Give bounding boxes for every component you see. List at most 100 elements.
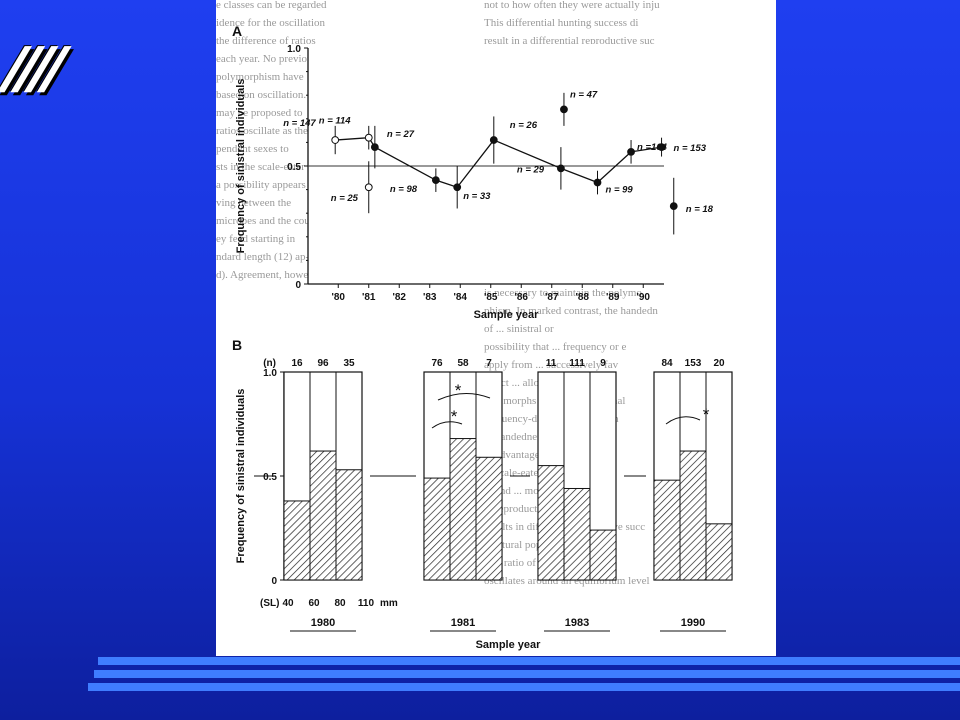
panel-a-point-n-label: n = 27	[387, 129, 415, 140]
panel-a-x-tick-label: '82	[392, 292, 406, 303]
figure-svg: e classes can be regarded idence for the …	[216, 0, 733, 651]
panel-a-y-axis-title: Frequency of sinistral individuals	[235, 79, 247, 254]
panel-a-extra-point-n-label: n = 18	[686, 204, 714, 215]
background-text-left: d). Agreement, however,	[216, 269, 325, 281]
panel-b-n-label: 84	[661, 358, 673, 369]
panel-b-bar	[589, 529, 617, 581]
panel-b-n-label: 7	[486, 358, 492, 369]
panel-b-year-label: 1983	[565, 617, 589, 629]
panel-a-point-n-label: n = 29	[517, 164, 545, 175]
panel-b-n-label: 35	[343, 358, 355, 369]
panel-a-extra-point-n-label: n = 25	[331, 193, 359, 204]
panel-b-n-label: 9	[600, 358, 606, 369]
background-text-right: is necessary to maintain the polymo	[484, 287, 642, 299]
background-text-right: apply from ... successively fav	[484, 359, 619, 371]
background-text-left: a possibility appears	[216, 179, 306, 191]
panel-b-n-label: 111	[569, 358, 585, 369]
panel-a-x-tick-label: '84	[453, 292, 467, 303]
panel-a-point-n-label: n = 98	[390, 184, 418, 195]
background-text-left: each year. No previous	[216, 53, 317, 65]
panel-a-point-n-label: n = 26	[510, 120, 538, 131]
panel-b-bar	[475, 456, 503, 581]
panel-a-extra-point-marker	[560, 105, 568, 114]
background-text-left: ndard length (12) ap-	[216, 251, 309, 263]
background-text-left: idence for the oscillation	[216, 17, 326, 29]
background-text-left: based on oscillation.	[216, 89, 306, 101]
panel-b-year-label: 1981	[451, 617, 475, 629]
panel-b-n-header: (n)	[263, 358, 276, 369]
background-text-left: microbes and the coun	[216, 215, 316, 227]
panel-b-significance-bracket	[665, 416, 701, 425]
stripe-1	[98, 657, 960, 665]
panel-a-x-tick-label: '86	[514, 292, 528, 303]
panel-a-point-marker	[627, 147, 635, 156]
background-text-right: This differential hunting success di	[484, 17, 638, 29]
panel-a-series-line	[335, 137, 662, 189]
panel-b-significance-bracket	[431, 421, 463, 429]
panel-b-y-tick-label: 0	[271, 576, 277, 587]
background-text-left: ving between the	[216, 197, 291, 209]
panel-b-significance-mark: *	[451, 407, 458, 426]
panel-b-n-label: 153	[685, 358, 702, 369]
panel-a-point-marker	[370, 143, 379, 152]
panel-b-size-class-label: 60	[308, 598, 320, 609]
panel-a-extra-point-n-label: n = 47	[570, 89, 598, 100]
panel-a-point-n-label: n = 114	[319, 116, 351, 127]
panel-b-size-class-label: 40	[282, 598, 294, 609]
panel-a-point-n-label: n = 33	[463, 191, 491, 202]
slide-logo: ////	[0, 36, 65, 105]
panel-a-point-n-label: n =104	[637, 142, 668, 153]
panel-b-n-label: 16	[291, 358, 303, 369]
panel-b-y-tick-label: 1.0	[263, 368, 277, 379]
panel-b-bar	[653, 479, 681, 581]
panel-b-bar	[705, 523, 733, 581]
panel-a-x-tick-label: '81	[362, 292, 376, 303]
panel-b-sl-header: (SL)	[260, 598, 279, 609]
panel-b-bar	[563, 487, 591, 581]
panel-b-size-class-label: 80	[334, 598, 346, 609]
panel-a-x-tick-label: '88	[575, 292, 589, 303]
decorative-stripes	[88, 655, 960, 695]
panel-b-bar	[449, 438, 477, 581]
panel-a-point-marker	[593, 178, 602, 187]
background-text-left: pendent sexes to	[216, 143, 289, 155]
panel-a-y-tick-label: 0	[295, 280, 301, 291]
background-text-left: polymorphism have	[216, 71, 304, 83]
panel-b-n-label: 20	[713, 358, 725, 369]
panel-b-significance-bracket	[437, 393, 491, 401]
panel-a-x-axis-title: Sample year	[474, 309, 540, 321]
panel-a-extra-point-marker	[364, 183, 373, 192]
background-text-right: not to how often they were actually inju	[484, 0, 660, 11]
panel-b-significance-mark: *	[703, 405, 710, 424]
panel-b-n-label: 58	[457, 358, 469, 369]
background-text-left: e classes can be regarded	[216, 0, 327, 11]
panel-b-bar	[335, 469, 363, 581]
figure-image: e classes can be regarded idence for the …	[216, 0, 776, 656]
panel-b-year-label: 1980	[311, 617, 335, 629]
stripe-2	[94, 670, 960, 678]
panel-a-letter: A	[232, 23, 242, 39]
panel-a-x-tick-label: '85	[484, 292, 498, 303]
background-text-left: may be proposed to	[216, 107, 303, 119]
background-text-right: possibility that ... frequency or e	[484, 341, 626, 353]
panel-a-point-marker	[453, 183, 462, 192]
background-text-right: phism. In marked contrast, the handedn	[484, 305, 658, 317]
panel-b-y-axis-title: Frequency of sinistral individuals	[235, 389, 247, 564]
panel-b-bar	[423, 477, 451, 581]
panel-b-size-unit: mm	[380, 598, 398, 609]
panel-a-point-n-label: n = 153	[674, 143, 707, 154]
panel-a-y-tick-label: 1.0	[287, 44, 301, 55]
background-text-left: ratios oscillate as the	[216, 125, 308, 137]
panel-a-point-marker	[331, 136, 340, 144]
background-text-left: ey feed starting in	[216, 233, 296, 245]
panel-a-x-tick-label: '87	[545, 292, 559, 303]
panel-a-x-tick-label: '80	[331, 292, 345, 303]
panel-a-point-marker	[489, 136, 498, 144]
panel-a-point-marker	[431, 176, 440, 185]
panel-a-x-tick-label: '90	[636, 292, 650, 303]
panel-a-point-marker	[557, 164, 565, 173]
background-text-right: of ... sinistral or	[484, 323, 554, 335]
panel-a-x-tick-label: '89	[606, 292, 620, 303]
panel-a-extra-point-marker	[669, 202, 678, 211]
panel-b-year-label: 1990	[681, 617, 705, 629]
